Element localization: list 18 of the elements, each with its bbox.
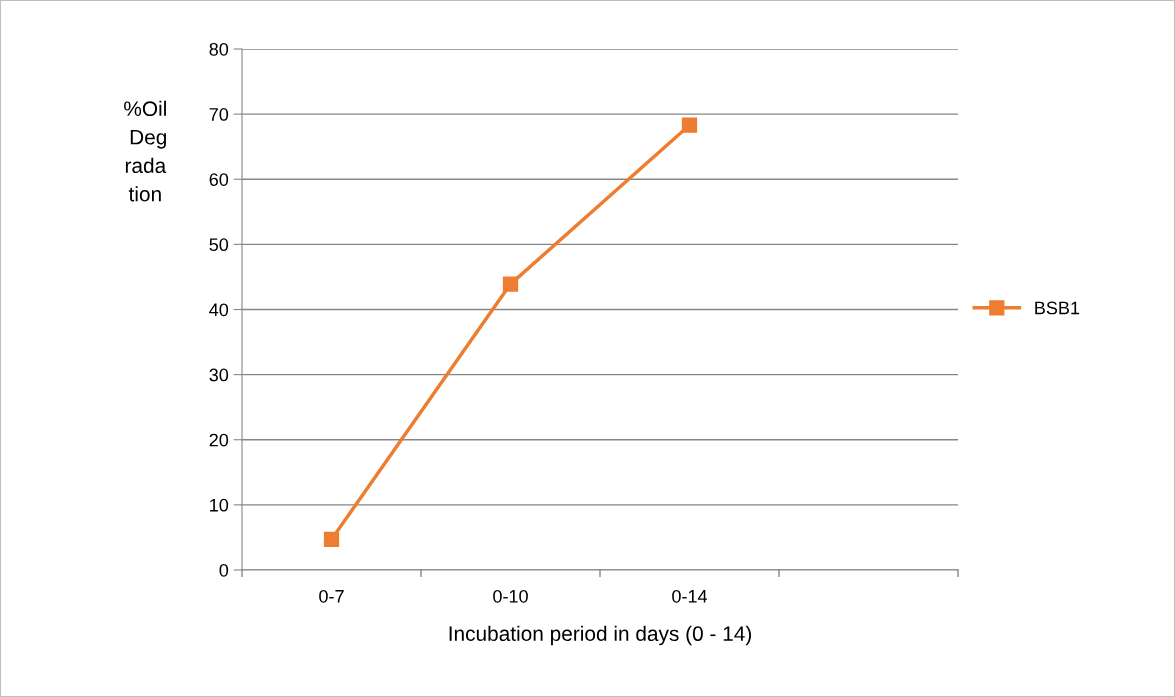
x-axis-title: Incubation period in days (0 - 14) [449, 625, 752, 646]
point [681, 117, 698, 133]
y-axis-title: %Oil Degradation [124, 100, 167, 202]
y-tick-label: 30 [209, 368, 229, 382]
y-tick-label: 60 [209, 173, 229, 186]
x-tick-label: 0-7 [319, 589, 344, 603]
x-tick-label: 0-14 [672, 589, 708, 603]
y-tick-label: 0 [219, 563, 229, 577]
y-tick-label: 80 [209, 42, 229, 56]
point [323, 531, 340, 548]
y-tick-label: 20 [209, 433, 229, 447]
y-tick-label: 70 [209, 108, 229, 121]
x-tick-label: 0-10 [493, 589, 528, 603]
y-tick-label: 10 [210, 498, 229, 512]
legend-label: BSB1 [1035, 301, 1080, 315]
y-tick-label: 40 [209, 303, 229, 317]
point [502, 276, 519, 292]
y-tick-label: 50 [209, 238, 229, 252]
